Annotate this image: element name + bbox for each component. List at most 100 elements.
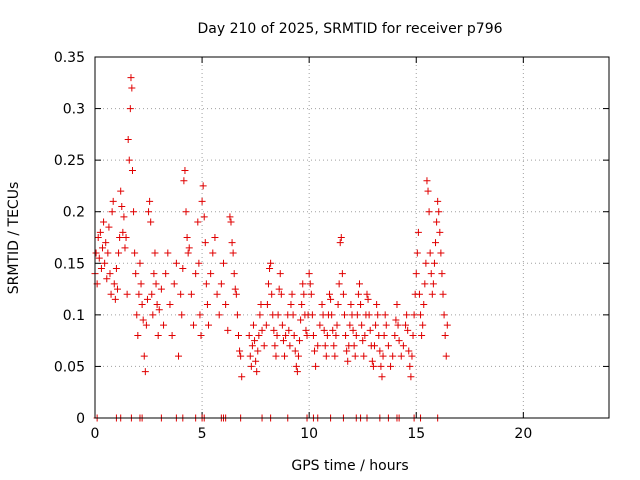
data-point bbox=[438, 270, 446, 278]
data-point bbox=[220, 259, 227, 267]
data-point bbox=[437, 249, 445, 257]
data-point bbox=[230, 270, 238, 278]
data-point bbox=[350, 342, 358, 350]
data-point bbox=[236, 347, 244, 355]
data-point bbox=[305, 270, 313, 278]
data-point bbox=[227, 218, 235, 226]
data-point bbox=[311, 347, 319, 355]
data-point bbox=[233, 311, 241, 319]
data-point bbox=[110, 280, 118, 288]
data-point bbox=[254, 347, 262, 355]
data-point bbox=[135, 290, 143, 298]
data-point bbox=[162, 270, 170, 278]
data-point bbox=[359, 337, 367, 345]
data-point bbox=[413, 249, 421, 257]
data-point bbox=[103, 275, 111, 283]
data-point bbox=[439, 290, 447, 298]
plot-frame bbox=[94, 56, 610, 419]
data-point bbox=[314, 342, 322, 350]
data-point bbox=[351, 352, 359, 360]
data-point bbox=[213, 290, 221, 298]
data-point bbox=[145, 208, 153, 216]
data-point bbox=[238, 373, 246, 381]
data-point bbox=[126, 105, 134, 113]
data-point bbox=[285, 326, 293, 334]
data-point bbox=[121, 244, 129, 252]
data-point bbox=[334, 301, 342, 309]
data-point bbox=[150, 270, 158, 278]
data-point bbox=[122, 234, 130, 241]
data-point bbox=[307, 290, 315, 298]
y-tick-label: 0.35 bbox=[54, 50, 85, 66]
data-point bbox=[105, 223, 113, 231]
data-point bbox=[318, 301, 326, 309]
data-point bbox=[288, 290, 296, 298]
data-point bbox=[434, 197, 442, 205]
data-point bbox=[245, 331, 253, 339]
data-point bbox=[427, 270, 435, 278]
data-point bbox=[138, 301, 146, 309]
data-point bbox=[365, 311, 373, 319]
data-point bbox=[391, 331, 399, 339]
data-point bbox=[153, 301, 161, 309]
data-point bbox=[420, 301, 428, 309]
data-point bbox=[341, 311, 349, 319]
data-points bbox=[91, 74, 451, 422]
data-point bbox=[406, 362, 414, 370]
data-point bbox=[94, 234, 102, 241]
data-point bbox=[117, 187, 125, 195]
data-point bbox=[296, 337, 304, 345]
data-point bbox=[148, 290, 156, 298]
data-point bbox=[428, 290, 436, 298]
data-point bbox=[237, 352, 245, 360]
data-point bbox=[164, 249, 172, 257]
data-point bbox=[308, 311, 316, 319]
data-point bbox=[339, 290, 347, 298]
data-point bbox=[279, 337, 287, 345]
data-point bbox=[198, 197, 206, 205]
data-point bbox=[209, 249, 217, 257]
data-point bbox=[306, 280, 314, 288]
data-point bbox=[425, 208, 433, 216]
data-point bbox=[327, 295, 335, 303]
data-point bbox=[274, 311, 282, 319]
data-point bbox=[128, 84, 136, 92]
data-point bbox=[172, 259, 180, 267]
data-point bbox=[195, 259, 203, 267]
data-point bbox=[100, 218, 108, 226]
data-point bbox=[232, 290, 240, 298]
data-point bbox=[363, 290, 371, 298]
data-point bbox=[199, 182, 207, 190]
data-point bbox=[337, 234, 345, 241]
data-point bbox=[271, 342, 279, 350]
data-point bbox=[419, 321, 427, 329]
data-point bbox=[354, 290, 362, 298]
data-point bbox=[142, 321, 150, 329]
data-point bbox=[414, 228, 422, 236]
data-point bbox=[123, 290, 131, 298]
data-point bbox=[440, 311, 448, 319]
data-point bbox=[429, 280, 437, 288]
data-point bbox=[379, 352, 387, 360]
data-point bbox=[113, 285, 121, 293]
data-point bbox=[352, 331, 360, 339]
x-tick-label: 10 bbox=[300, 426, 318, 442]
data-point bbox=[442, 352, 450, 360]
data-point bbox=[403, 311, 411, 319]
data-point bbox=[291, 347, 299, 355]
data-point bbox=[364, 295, 372, 303]
data-point bbox=[290, 331, 298, 339]
y-tick-label: 0.25 bbox=[54, 153, 85, 169]
data-point bbox=[247, 362, 255, 370]
data-point bbox=[234, 331, 242, 339]
data-point bbox=[168, 331, 176, 339]
data-point bbox=[256, 311, 264, 319]
data-point bbox=[289, 311, 297, 319]
data-point bbox=[92, 249, 100, 257]
data-point bbox=[357, 301, 365, 309]
data-point bbox=[361, 331, 369, 339]
data-point bbox=[147, 218, 155, 226]
data-point bbox=[298, 301, 306, 309]
data-point bbox=[370, 342, 378, 350]
